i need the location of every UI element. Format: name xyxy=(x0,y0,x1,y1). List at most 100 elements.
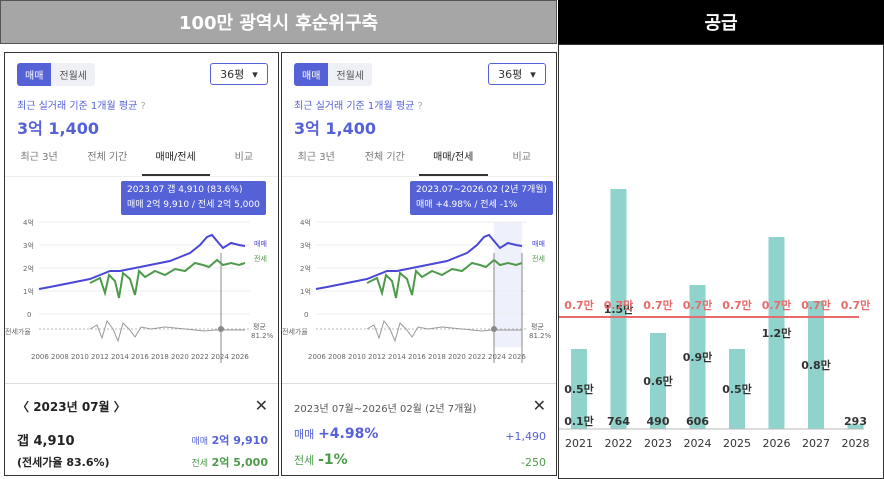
y-tick: 4억 xyxy=(23,219,34,227)
x-tick: 2012 xyxy=(91,353,109,361)
x-tick: 2014 xyxy=(111,353,129,361)
avg-price: 3억 1,400 xyxy=(294,119,377,138)
supply-bar xyxy=(847,424,864,429)
reference-label: 0.7만 xyxy=(604,298,634,312)
y-tick: 1억 xyxy=(300,288,311,296)
y-tick: 2억 xyxy=(23,265,34,273)
close-icon[interactable]: ✕ xyxy=(532,396,546,415)
x-tick: 2006 xyxy=(308,353,326,361)
x-tick: 2024 xyxy=(211,353,229,361)
bar-value-label: 1.5만 xyxy=(604,302,634,316)
sale-change: 매매 +4.98% xyxy=(294,426,378,442)
jeonse-value: 2억 5,000 xyxy=(211,456,268,469)
x-tick: 2010 xyxy=(348,353,366,361)
x-tick: 2008 xyxy=(328,353,346,361)
sale-row: 매매 2억 9,910 xyxy=(192,432,268,448)
x-tick-label: 2027 xyxy=(802,437,830,450)
jeonse-line xyxy=(89,258,246,299)
tab-recent-3y[interactable]: 최근 3년 xyxy=(20,152,58,163)
reference-label: 0.7만 xyxy=(841,298,871,312)
supply-bar xyxy=(650,333,666,429)
header-right: 공급 xyxy=(558,0,884,44)
prev-icon[interactable]: 〈 xyxy=(17,400,30,414)
jeonse-change: 전세 -1% xyxy=(294,452,348,468)
tab-sale-jeonse[interactable]: 매매/전세 xyxy=(419,149,488,176)
x-tick: 2020 xyxy=(448,353,466,361)
help-icon[interactable]: ? xyxy=(417,101,423,112)
tab-rent[interactable]: 전월세 xyxy=(328,63,373,86)
ratio-line xyxy=(89,319,245,343)
jeonse-line xyxy=(366,258,523,299)
avg-price: 3억 1,400 xyxy=(17,119,100,138)
sale-label: 매매 xyxy=(294,428,315,441)
range-start-dot xyxy=(491,326,497,332)
period-tabs: 최근 3년 전체 기간 매매/전세 비교 xyxy=(5,149,278,177)
jeonse-label: 전세 xyxy=(294,454,315,467)
tab-sale-jeonse[interactable]: 매매/전세 xyxy=(141,149,210,176)
size-dropdown[interactable]: 36평 ▾ xyxy=(210,63,268,85)
next-icon[interactable]: 〉 xyxy=(113,400,126,414)
avg-value: 81.2% xyxy=(529,332,552,340)
y-tick: 3억 xyxy=(300,242,311,250)
x-tick: 2020 xyxy=(171,353,189,361)
reference-label: 0.7만 xyxy=(643,298,673,312)
ratio-label: 전세가율 xyxy=(5,327,31,336)
subtitle-text: 최근 실거래 기준 1개월 평균 xyxy=(294,101,415,112)
tab-all-period[interactable]: 전체 기간 xyxy=(364,152,405,163)
gap-value: 갭 4,910 xyxy=(17,434,75,449)
tab-sale[interactable]: 매매 xyxy=(294,63,329,86)
ratio-line xyxy=(366,319,522,343)
month-nav: 〈 2023년 07월 〉 xyxy=(17,398,126,415)
jeonse-row: 전세 2억 5,000 xyxy=(192,454,268,470)
jeonse-pct: -1% xyxy=(318,452,348,468)
supply-bar xyxy=(571,349,587,429)
x-tick: 2022 xyxy=(468,353,486,361)
supply-chart: 0.5만 0.1만 0.7만 2021 1.5만 764 0.7만 2022 0.6만 490 0.… xyxy=(559,189,871,450)
sale-line xyxy=(315,233,523,290)
detail-panel: 〈 2023년 07월 〉 ✕ 갭 4,910 (전세가율 83.6%) 매매 … xyxy=(5,383,278,475)
help-icon[interactable]: ? xyxy=(140,101,146,112)
x-tick: 2016 xyxy=(131,353,149,361)
chevron-down-icon: ▾ xyxy=(530,67,536,81)
reference-label: 0.7만 xyxy=(722,298,752,312)
tab-sale[interactable]: 매매 xyxy=(17,63,52,86)
size-dropdown[interactable]: 36평 ▾ xyxy=(488,63,546,85)
sale-abs: +1,490 xyxy=(505,430,546,443)
x-tick-label: 2028 xyxy=(842,437,870,450)
tab-compare[interactable]: 비교 xyxy=(512,152,531,163)
tab-rent[interactable]: 전월세 xyxy=(51,63,96,86)
month-label: 2023년 07월 xyxy=(33,400,110,414)
x-tick: 2018 xyxy=(428,353,446,361)
sale-value: 2억 9,910 xyxy=(211,434,268,447)
x-tick: 2024 xyxy=(488,353,506,361)
period-tabs: 최근 3년 전체 기간 매매/전세 비교 xyxy=(282,149,556,177)
x-tick-label: 2022 xyxy=(605,437,633,450)
x-tick: 2016 xyxy=(408,353,426,361)
size-value: 36평 xyxy=(220,68,245,81)
reference-label: 0.7만 xyxy=(564,298,594,312)
tooltip: 2023.07 갭 4,910 (83.6%) 매매 2억 9,910 / 전세… xyxy=(121,181,266,215)
price-chart[interactable]: 4억 3억 2억 1억 0 전세가율 평균 81.2% 매매 전세 2006 2… xyxy=(282,213,557,378)
bar-bottom-label: 764 xyxy=(607,415,630,428)
close-icon[interactable]: ✕ xyxy=(254,396,268,415)
subtitle: 최근 실거래 기준 1개월 평균 ? xyxy=(294,97,423,112)
x-tick: 2008 xyxy=(51,353,69,361)
sale-line xyxy=(38,233,246,290)
legend-sale: 매매 xyxy=(532,240,545,248)
tab-recent-3y[interactable]: 최근 3년 xyxy=(297,152,335,163)
subtitle-text: 최근 실거래 기준 1개월 평균 xyxy=(17,101,138,112)
tab-compare[interactable]: 비교 xyxy=(234,152,254,163)
legend-jeonse: 전세 xyxy=(532,254,545,263)
reference-label: 0.7만 xyxy=(762,298,792,312)
jeonse-label: 전세 xyxy=(191,459,209,469)
tooltip-line2: 매매 +4.98% / 전세 -1% xyxy=(416,200,518,210)
price-chart[interactable]: 4억 3억 2억 1억 0 전세가율 평균 81.2% 매매 전세 2006 2… xyxy=(5,213,279,378)
bar-bottom-label: 293 xyxy=(844,415,867,428)
trade-type-toggle: 매매 전월세 xyxy=(294,63,373,86)
x-tick: 2026 xyxy=(508,353,526,361)
y-tick: 2억 xyxy=(300,265,311,273)
ratio-value: (전세가율 83.6%) xyxy=(17,456,110,469)
reference-label: 0.7만 xyxy=(801,298,831,312)
avg-value: 81.2% xyxy=(251,332,274,340)
tab-all-period[interactable]: 전체 기간 xyxy=(87,152,128,163)
